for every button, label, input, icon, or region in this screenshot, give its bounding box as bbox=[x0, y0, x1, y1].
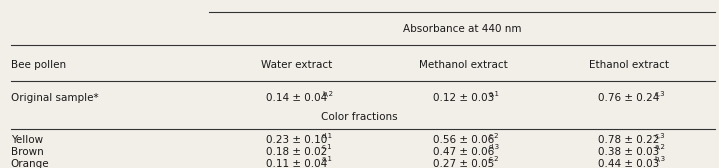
Text: c,2: c,2 bbox=[489, 133, 500, 139]
Text: 0.14 ± 0.04: 0.14 ± 0.04 bbox=[266, 93, 327, 103]
Text: c,3: c,3 bbox=[654, 133, 665, 139]
Text: 0.11 ± 0.04: 0.11 ± 0.04 bbox=[266, 159, 327, 168]
Text: Original sample*: Original sample* bbox=[11, 93, 99, 103]
Text: Yellow: Yellow bbox=[11, 135, 43, 145]
Text: Ethanol extract: Ethanol extract bbox=[589, 60, 669, 70]
Text: d,3: d,3 bbox=[489, 144, 500, 150]
Text: 0.76 ± 0.24: 0.76 ± 0.24 bbox=[598, 93, 660, 103]
Text: a,1: a,1 bbox=[489, 91, 500, 97]
Text: c,3: c,3 bbox=[654, 91, 665, 97]
Text: Color fractions: Color fractions bbox=[321, 112, 398, 122]
Text: 0.12 ± 0.03: 0.12 ± 0.03 bbox=[433, 93, 495, 103]
Text: Brown: Brown bbox=[11, 147, 44, 157]
Text: Bee pollen: Bee pollen bbox=[11, 60, 66, 70]
Text: 0.47 ± 0.06: 0.47 ± 0.06 bbox=[433, 147, 495, 157]
Text: 0.78 ± 0.22: 0.78 ± 0.22 bbox=[598, 135, 660, 145]
Text: d,1: d,1 bbox=[322, 133, 333, 139]
Text: c,2: c,2 bbox=[489, 156, 500, 162]
Text: b,3: b,3 bbox=[654, 156, 666, 162]
Text: 0.38 ± 0.03: 0.38 ± 0.03 bbox=[598, 147, 660, 157]
Text: Absorbance at 440 nm: Absorbance at 440 nm bbox=[403, 24, 521, 34]
Text: 0.27 ± 0.05: 0.27 ± 0.05 bbox=[433, 159, 495, 168]
Text: a,1: a,1 bbox=[322, 156, 333, 162]
Text: Methanol extract: Methanol extract bbox=[419, 60, 508, 70]
Text: a,2: a,2 bbox=[654, 144, 665, 150]
Text: Water extract: Water extract bbox=[261, 60, 332, 70]
Text: b,2: b,2 bbox=[322, 91, 333, 97]
Text: 0.18 ± 0.02: 0.18 ± 0.02 bbox=[266, 147, 327, 157]
Text: 0.56 ± 0.06: 0.56 ± 0.06 bbox=[433, 135, 495, 145]
Text: 0.44 ± 0.03: 0.44 ± 0.03 bbox=[598, 159, 660, 168]
Text: c,1: c,1 bbox=[322, 144, 333, 150]
Text: 0.23 ± 0.10: 0.23 ± 0.10 bbox=[266, 135, 327, 145]
Text: Orange: Orange bbox=[11, 159, 50, 168]
